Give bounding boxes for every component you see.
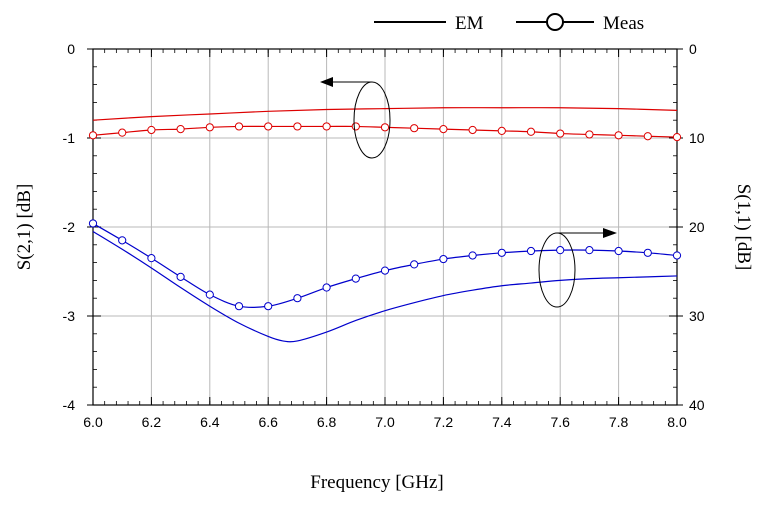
x-tick-label: 7.2	[434, 414, 454, 430]
y-right-tick-label: 0	[689, 41, 697, 57]
data-point	[351, 274, 360, 283]
data-point	[351, 122, 360, 131]
annotations	[320, 77, 617, 308]
data-point	[439, 254, 448, 264]
legend-meas-label: Meas	[603, 13, 644, 34]
data-point	[410, 260, 419, 269]
data-point	[176, 272, 185, 281]
data-point	[234, 122, 244, 131]
x-tick-label: 6.8	[317, 414, 337, 430]
data-point	[264, 302, 273, 311]
data-point	[205, 290, 214, 299]
y-left-tick-label: -4	[63, 397, 76, 413]
y-right-tick-label: 10	[689, 130, 705, 146]
data-point	[176, 125, 185, 134]
data-point	[234, 302, 244, 311]
data-point	[497, 126, 506, 135]
data-point	[643, 132, 652, 141]
series-0	[92, 107, 678, 121]
series-layer	[88, 107, 682, 343]
data-point	[410, 124, 419, 133]
y-left-tick-labels: 0 -1 -2 -3 -4	[63, 41, 76, 413]
minor-ticks	[92, 48, 678, 406]
y-right-tick-label: 30	[689, 308, 705, 324]
x-tick-label: 7.0	[375, 414, 395, 430]
data-point	[585, 130, 594, 139]
legend-meas-marker	[546, 13, 564, 31]
data-point	[614, 246, 623, 256]
series-line	[92, 107, 678, 121]
data-point	[614, 131, 623, 140]
data-point	[643, 248, 652, 257]
annotation-arrow-right-head	[603, 228, 617, 238]
x-tick-label: 8.0	[667, 414, 687, 430]
data-point	[585, 246, 594, 255]
data-point	[293, 294, 302, 303]
data-point	[380, 123, 390, 132]
data-point	[556, 246, 565, 255]
data-point	[293, 122, 302, 131]
data-point	[88, 131, 98, 140]
x-tick-labels: 6.0 6.2 6.4 6.6 6.8 7.0 7.2 7.4 7.6 7.8 8.0	[83, 414, 687, 430]
data-point	[468, 125, 477, 135]
y-left-tick-label: -3	[63, 308, 76, 324]
data-point	[526, 246, 536, 256]
series-3	[88, 219, 682, 311]
x-axis-label: Frequency [GHz]	[310, 472, 443, 493]
x-tick-label: 6.0	[83, 414, 103, 430]
data-point	[526, 127, 536, 136]
data-point	[380, 266, 390, 275]
y-right-tick-labels: 0 10 20 30 40	[689, 41, 705, 413]
x-tick-label: 7.4	[492, 414, 512, 430]
legend: EM Meas	[374, 13, 644, 34]
data-point	[205, 123, 214, 132]
x-tick-label: 7.8	[609, 414, 629, 430]
y-left-tick-label: -2	[63, 219, 76, 235]
x-tick-label: 6.6	[258, 414, 278, 430]
data-point	[556, 129, 565, 138]
series-1	[88, 122, 682, 142]
x-tick-label: 6.2	[142, 414, 162, 430]
data-point	[264, 122, 273, 131]
data-point	[88, 219, 98, 228]
data-point	[147, 125, 156, 135]
data-point	[147, 254, 156, 263]
y-left-axis-label: S(2,1) [dB]	[14, 184, 35, 271]
x-tick-label: 7.6	[550, 414, 570, 430]
y-left-tick-label: -1	[63, 130, 76, 146]
y-right-tick-label: 20	[689, 219, 705, 235]
y-left-tick-label: 0	[67, 41, 75, 57]
legend-em-label: EM	[455, 13, 484, 34]
data-point	[468, 251, 477, 260]
x-tick-label: 6.4	[200, 414, 220, 430]
y-right-axis-label: S(1,1) [dB]	[733, 184, 754, 271]
data-point	[497, 248, 506, 257]
y-right-tick-label: 40	[689, 397, 705, 413]
data-point	[439, 125, 448, 134]
data-point	[322, 122, 331, 131]
data-point	[118, 236, 127, 245]
data-point	[322, 283, 331, 292]
data-point	[672, 251, 682, 260]
data-point	[672, 133, 682, 142]
data-point	[118, 128, 127, 137]
annotation-arrow-left-head	[320, 77, 333, 87]
